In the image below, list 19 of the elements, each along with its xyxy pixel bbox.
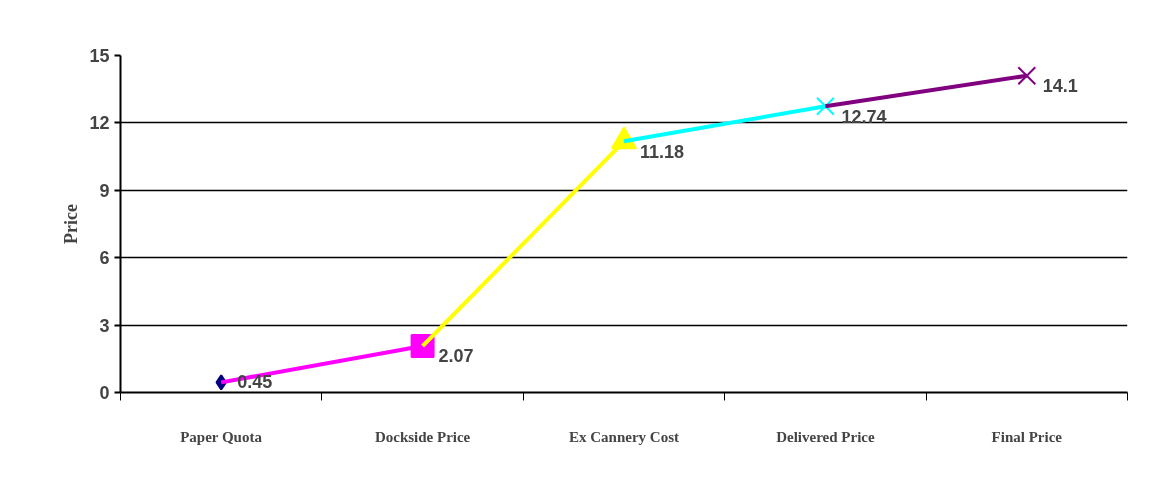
y-tick-label: 15 bbox=[89, 46, 110, 66]
x-tick-label: Paper Quota bbox=[180, 428, 263, 445]
x-tick-label: Final Price bbox=[991, 428, 1063, 445]
data-label: 14.1 bbox=[1042, 76, 1078, 97]
y-axis-title: Price bbox=[61, 204, 82, 244]
x-tick-label: Dockside Price bbox=[374, 428, 471, 445]
data-label: 2.07 bbox=[438, 346, 474, 367]
y-tick-label: 9 bbox=[99, 180, 110, 201]
data-label: 11.18 bbox=[640, 141, 685, 162]
point bbox=[815, 96, 835, 116]
data-label: 0.45 bbox=[237, 372, 273, 392]
y-tick-label: 0 bbox=[99, 383, 110, 403]
point bbox=[1017, 66, 1037, 86]
x-tick-label: Ex Cannery Cost bbox=[569, 428, 680, 445]
y-tick-label: 3 bbox=[99, 315, 110, 336]
y-tick-label: 12 bbox=[89, 113, 110, 134]
x-tick-label: Delivered Price bbox=[776, 428, 875, 445]
data-label: 12.74 bbox=[841, 106, 887, 127]
y-tick-label: 6 bbox=[99, 248, 110, 269]
